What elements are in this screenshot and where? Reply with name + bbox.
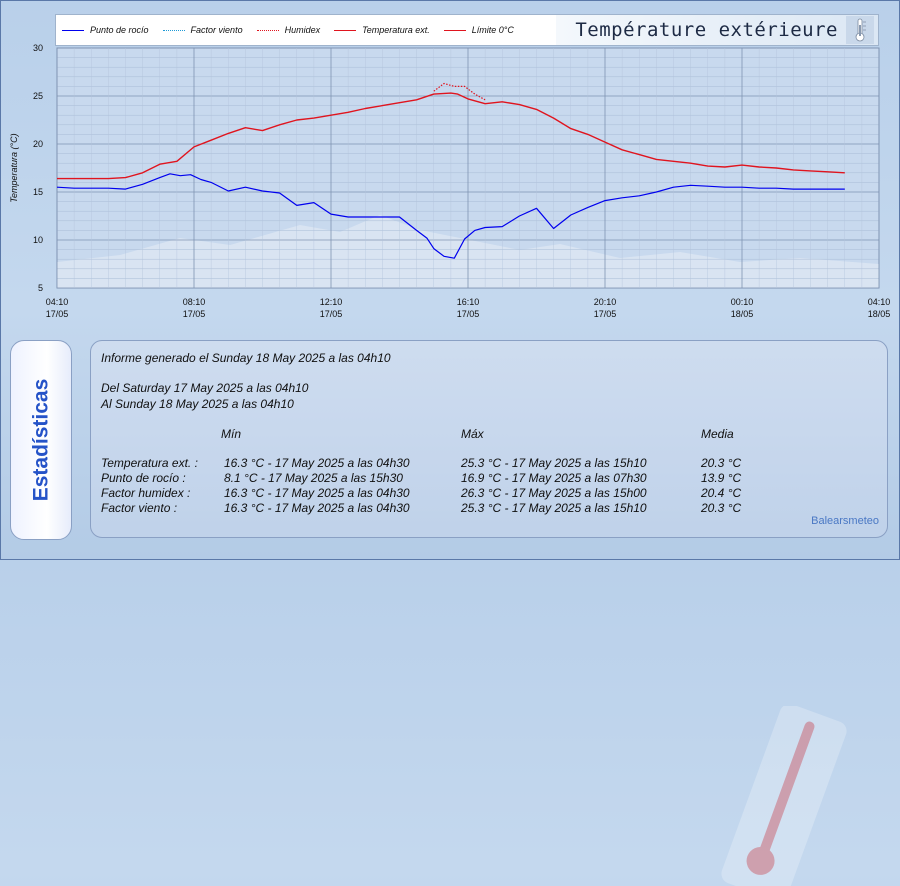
legend-item-humidex: Humidex xyxy=(256,25,321,35)
stats-row-max: 25.3 °C - 17 May 2025 a las 15h10 xyxy=(461,501,647,515)
legend-item-limit-zero: Límite 0°C xyxy=(443,25,514,35)
series-temperature xyxy=(57,92,845,180)
stats-row-max: 26.3 °C - 17 May 2025 a las 15h00 xyxy=(461,486,647,500)
brand-link[interactable]: Balearsmeteo xyxy=(811,515,879,527)
x-tick-time-label: 12:10 xyxy=(320,297,343,307)
stats-row-label: Factor viento : xyxy=(101,501,178,515)
x-tick-time-label: 16:10 xyxy=(457,297,480,307)
legend-item-wind-factor: Factor viento xyxy=(162,25,243,35)
report-generated-text: Informe generado el Sunday 18 May 2025 a… xyxy=(101,351,391,365)
stats-row-avg: 20.3 °C xyxy=(701,501,742,515)
stats-row-max: 25.3 °C - 17 May 2025 a las 15h10 xyxy=(461,456,647,470)
legend-line-temperature xyxy=(334,29,357,31)
chart-title: Température extérieure xyxy=(575,19,838,41)
legend-line-limit-zero xyxy=(443,29,466,31)
stats-row-max: 16.9 °C - 17 May 2025 a las 07h30 xyxy=(461,471,647,485)
legend-line-wind-factor xyxy=(162,29,185,31)
stats-row-label: Factor humidex : xyxy=(101,486,191,500)
stats-row-label: Punto de rocío : xyxy=(101,471,186,485)
thermometer-watermark-icon xyxy=(721,706,847,886)
x-tick-date-label: 17/05 xyxy=(46,309,69,319)
x-tick-time-label: 20:10 xyxy=(594,297,617,307)
legend-line-dew-point xyxy=(62,29,84,31)
column-header-min: Mín xyxy=(221,427,242,441)
stats-row-label: Temperatura ext. : xyxy=(101,456,198,470)
series-humidex xyxy=(433,82,486,101)
column-header-avg: Media xyxy=(701,427,734,441)
x-tick-time-label: 04:10 xyxy=(868,297,891,307)
x-tick-time-label: 04:10 xyxy=(46,297,69,307)
x-tick-time-label: 00:10 xyxy=(731,297,754,307)
x-tick-time-label: 08:10 xyxy=(183,297,206,307)
legend-item-temperature: Temperatura ext. xyxy=(334,25,430,35)
y-tick-label: 25 xyxy=(33,91,43,101)
stats-row-min: 16.3 °C - 17 May 2025 a las 04h30 xyxy=(224,501,410,515)
legend-bar: Punto de rocío Factor viento Humidex Tem… xyxy=(55,14,879,46)
temperature-chart: 5 10 15 20 25 30 Temperatura (°C) 04:10 17/05 08:… xyxy=(9,43,891,319)
y-tick-label: 15 xyxy=(33,187,43,197)
stats-side-label: Estadísticas xyxy=(29,378,53,502)
stats-panel: Informe generado el Sunday 18 May 2025 a… xyxy=(90,340,888,886)
period-to-text: Al Sunday 18 May 2025 a las 04h10 xyxy=(101,397,294,411)
x-tick-date-label: 18/05 xyxy=(868,309,891,319)
column-header-max: Máx xyxy=(461,427,484,441)
x-tick-date-label: 17/05 xyxy=(594,309,617,319)
legend-label: Humidex xyxy=(284,25,321,35)
stats-row-min: 8.1 °C - 17 May 2025 a las 15h30 xyxy=(224,471,403,485)
legend-label: Temperatura ext. xyxy=(362,25,430,35)
y-axis-label: Temperatura (°C) xyxy=(9,133,19,202)
y-tick-label: 10 xyxy=(33,235,43,245)
stats-row-min: 16.3 °C - 17 May 2025 a las 04h30 xyxy=(224,456,410,470)
y-tick-label: 20 xyxy=(33,139,43,149)
stats-row-avg: 13.9 °C xyxy=(701,471,742,485)
thermometer-icon xyxy=(846,16,874,44)
x-tick-date-label: 17/05 xyxy=(320,309,343,319)
stats-row-avg: 20.3 °C xyxy=(701,456,742,470)
legend-label: Factor viento xyxy=(190,25,243,35)
x-tick-date-label: 17/05 xyxy=(183,309,206,319)
stats-row-min: 16.3 °C - 17 May 2025 a las 04h30 xyxy=(224,486,410,500)
stats-side-tab: Estadísticas xyxy=(10,340,72,540)
legend-item-dew-point: Punto de rocío xyxy=(62,25,149,35)
legend-label: Límite 0°C xyxy=(471,25,514,35)
x-tick-date-label: 17/05 xyxy=(457,309,480,319)
chart-title-box: Température extérieure xyxy=(556,15,878,45)
y-tick-label: 5 xyxy=(38,283,43,293)
x-tick-date-label: 18/05 xyxy=(731,309,754,319)
period-from-text: Del Saturday 17 May 2025 a las 04h10 xyxy=(101,381,309,395)
legend-line-humidex xyxy=(256,29,279,31)
legend-label: Punto de rocío xyxy=(90,25,149,35)
stats-row-avg: 20.4 °C xyxy=(701,486,742,500)
series-dew-point xyxy=(56,173,845,259)
y-tick-label: 30 xyxy=(33,43,43,53)
